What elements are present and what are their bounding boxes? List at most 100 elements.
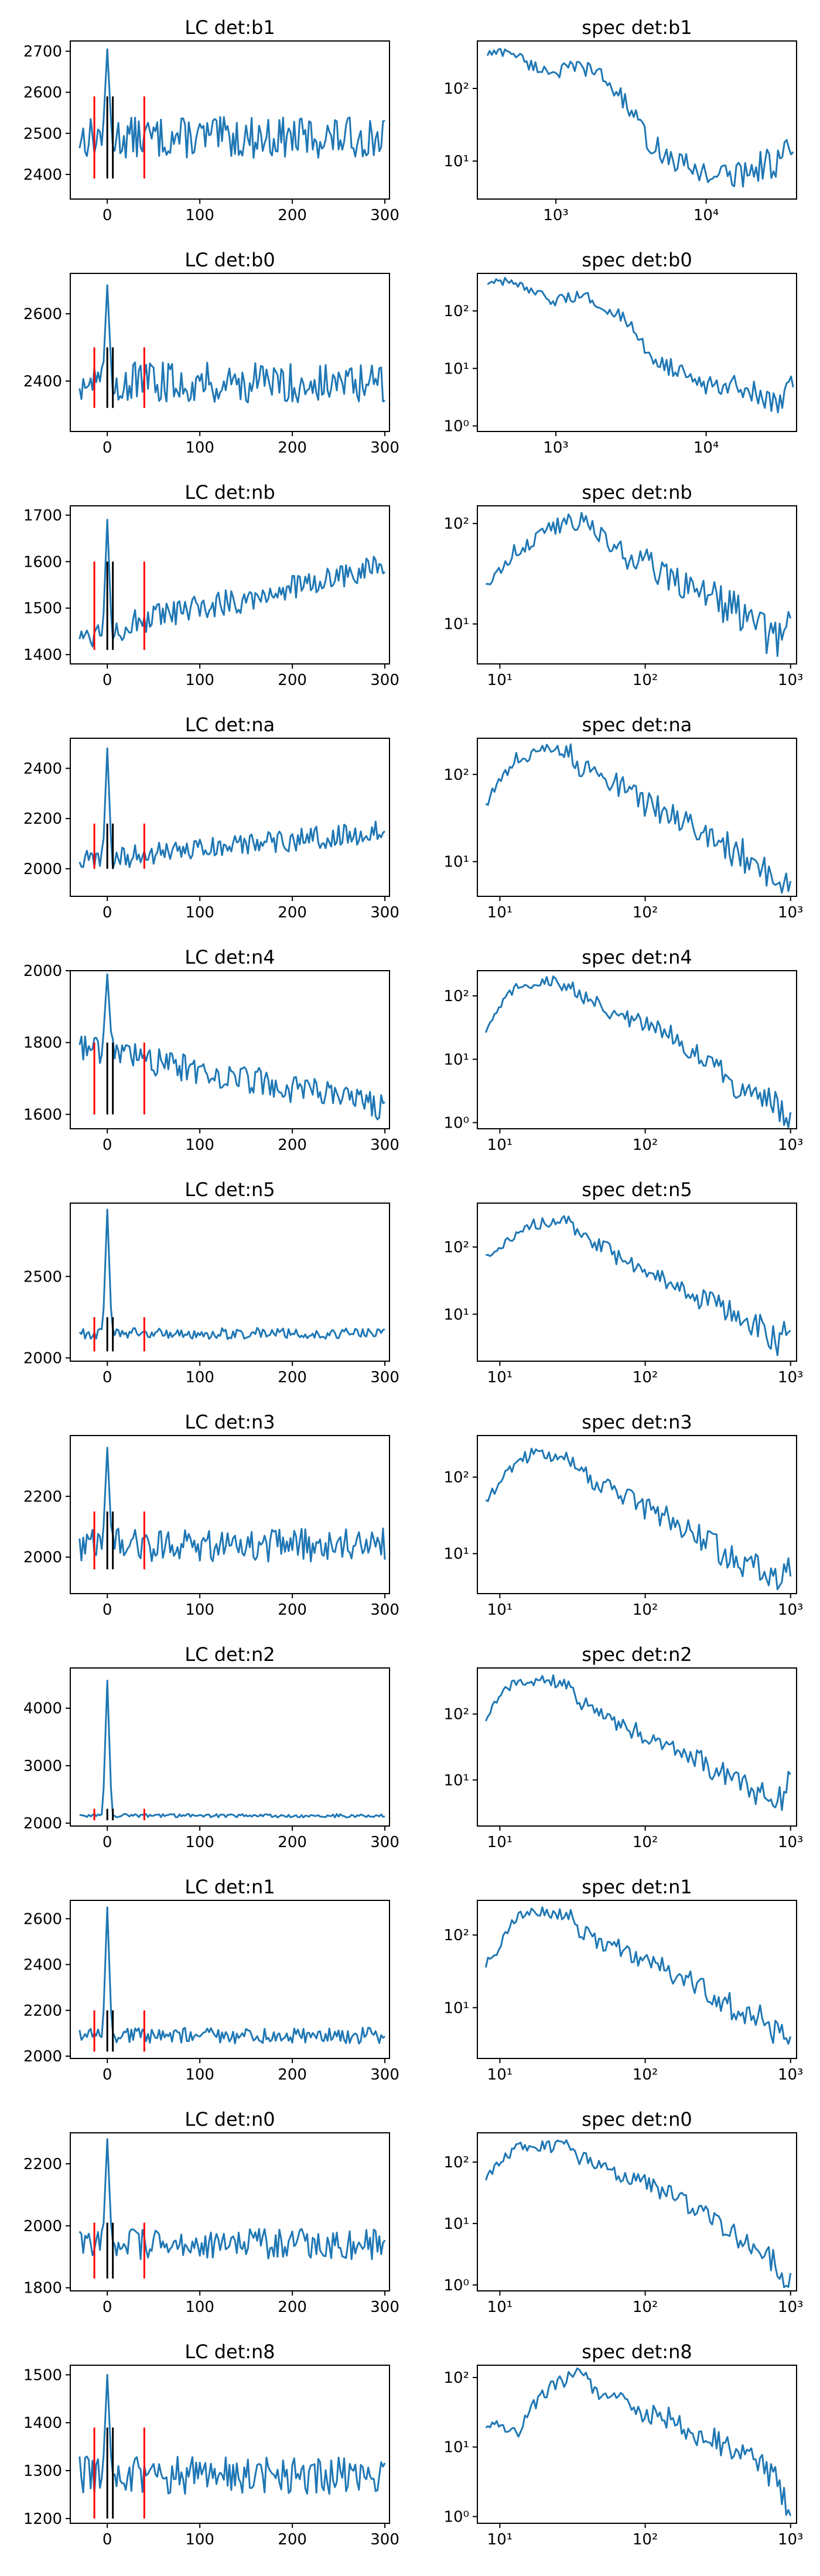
chart-panel: LC det:b1 0 100 200 300 2400 2500 2600 2700 — [23, 16, 399, 224]
x-tick-label: 100 — [185, 672, 214, 689]
x-tick-label: 10² — [633, 1136, 658, 1154]
x-tick-label: 0 — [102, 439, 112, 457]
y-tick-label: 10¹ — [443, 2439, 469, 2457]
y-tick-label: 2700 — [23, 43, 62, 61]
plot-area — [79, 1680, 385, 1821]
plot-area — [78, 747, 385, 869]
y-tick-label: 10¹ — [443, 2215, 469, 2233]
axes-frame — [477, 738, 797, 897]
y-tick-label: 1600 — [23, 1106, 62, 1123]
axes-frame — [477, 273, 797, 432]
x-tick-label: 200 — [278, 904, 307, 922]
x-tick-label: 200 — [278, 2531, 307, 2548]
series-line — [485, 1674, 791, 1811]
chart-title: spec det:b1 — [582, 16, 692, 39]
x-tick-label: 100 — [185, 207, 214, 224]
plot-area — [484, 1906, 792, 2045]
x-tick-label: 10⁴ — [693, 439, 719, 457]
series-line — [484, 2139, 792, 2289]
series-line — [78, 284, 385, 403]
series-line — [78, 1208, 385, 1340]
x-tick-label: 200 — [278, 2298, 307, 2316]
y-tick-label: 2500 — [23, 1268, 62, 1286]
chart-panel: spec det:n8 10¹ 10² 10³ 10⁰ 10¹ 10² — [443, 2341, 803, 2548]
y-tick-label: 1400 — [23, 646, 62, 664]
y-tick-label: 2200 — [23, 2156, 62, 2173]
chart-title: spec det:na — [582, 714, 692, 736]
chart-title: spec det:b0 — [582, 249, 692, 271]
plot-area — [486, 512, 792, 657]
x-tick-label: 200 — [278, 439, 307, 457]
x-tick-label: 10¹ — [487, 904, 513, 922]
x-tick-label: 300 — [370, 904, 399, 922]
plot-area — [484, 2139, 792, 2289]
y-tick-label: 2000 — [23, 1349, 62, 1367]
x-tick-label: 100 — [185, 2066, 214, 2084]
y-tick-label: 10¹ — [443, 360, 469, 378]
chart-title: spec det:n1 — [582, 1876, 692, 1898]
plot-area — [78, 1906, 385, 2052]
plot-area — [78, 284, 385, 408]
y-tick-label: 10¹ — [443, 1772, 469, 1789]
x-tick-label: 10³ — [778, 2066, 804, 2084]
chart-panel: spec det:na 10¹ 10² 10³ 10¹ 10² — [443, 714, 803, 922]
y-tick-label: 2600 — [23, 306, 62, 323]
chart-title: spec det:n8 — [582, 2341, 692, 2363]
axes-frame — [70, 2132, 390, 2291]
series-line — [79, 1680, 385, 1818]
x-tick-label: 10³ — [778, 2531, 804, 2548]
y-tick-label: 2400 — [23, 1957, 62, 1974]
y-tick-label: 10¹ — [443, 1306, 469, 1324]
series-line — [484, 1906, 792, 2045]
x-tick-label: 0 — [102, 2066, 112, 2084]
x-tick-label: 10¹ — [487, 1601, 513, 1619]
x-tick-label: 10³ — [778, 672, 804, 689]
y-tick-label: 2000 — [23, 1549, 62, 1567]
y-tick-label: 2000 — [23, 962, 62, 980]
y-tick-label: 1500 — [23, 600, 62, 618]
plot-area — [78, 48, 385, 179]
axes-frame — [70, 40, 390, 200]
y-tick-label: 4000 — [23, 1700, 62, 1718]
axes-frame — [477, 1667, 797, 1827]
chart-title: LC det:nb — [184, 481, 275, 503]
chart-panel: LC det:na 0 100 200 300 2000 2200 2400 — [23, 714, 399, 922]
series-line — [78, 48, 385, 159]
x-tick-label: 10⁴ — [693, 207, 719, 224]
x-tick-label: 10¹ — [487, 2531, 513, 2548]
chart-title: spec det:n0 — [582, 2108, 692, 2130]
x-tick-label: 300 — [370, 1834, 399, 1851]
x-tick-label: 300 — [370, 1136, 399, 1154]
chart-title: LC det:n2 — [184, 1643, 275, 1666]
series-line — [485, 2367, 792, 2516]
chart-panel: LC det:n0 0 100 200 300 1800 2000 2200 — [23, 2108, 399, 2316]
series-line — [78, 973, 385, 1121]
series-line — [78, 747, 385, 869]
y-tick-label: 10² — [443, 2154, 469, 2171]
chart-panel: spec det:n5 10¹ 10² 10³ 10¹ 10² — [443, 1179, 803, 1386]
x-tick-label: 100 — [185, 2531, 214, 2548]
x-tick-label: 300 — [370, 439, 399, 457]
x-tick-label: 300 — [370, 207, 399, 224]
x-tick-label: 10² — [633, 904, 658, 922]
x-tick-label: 10² — [633, 1601, 658, 1619]
y-tick-label: 10² — [443, 515, 469, 533]
x-tick-label: 10² — [633, 672, 658, 689]
chart-title: spec det:n2 — [582, 1643, 692, 1666]
series-line — [78, 2138, 386, 2260]
x-tick-label: 10¹ — [487, 2298, 513, 2316]
chart-panel: spec det:n2 10¹ 10² 10³ 10¹ 10² — [443, 1643, 803, 1851]
plot-area — [78, 519, 385, 650]
chart-title: spec det:n4 — [582, 946, 692, 968]
series-line — [486, 512, 792, 657]
x-tick-label: 200 — [278, 672, 307, 689]
y-tick-label: 2000 — [23, 2048, 62, 2065]
y-tick-label: 10⁰ — [443, 1115, 469, 1132]
y-tick-label: 10² — [443, 766, 469, 784]
chart-panel: spec det:n1 10¹ 10² 10³ 10¹ 10² — [443, 1876, 803, 2084]
x-tick-label: 10³ — [543, 439, 569, 457]
series-line — [485, 975, 792, 1128]
chart-title: spec det:nb — [582, 481, 692, 503]
y-tick-label: 10¹ — [443, 1999, 469, 2017]
y-tick-label: 10¹ — [443, 1051, 469, 1068]
